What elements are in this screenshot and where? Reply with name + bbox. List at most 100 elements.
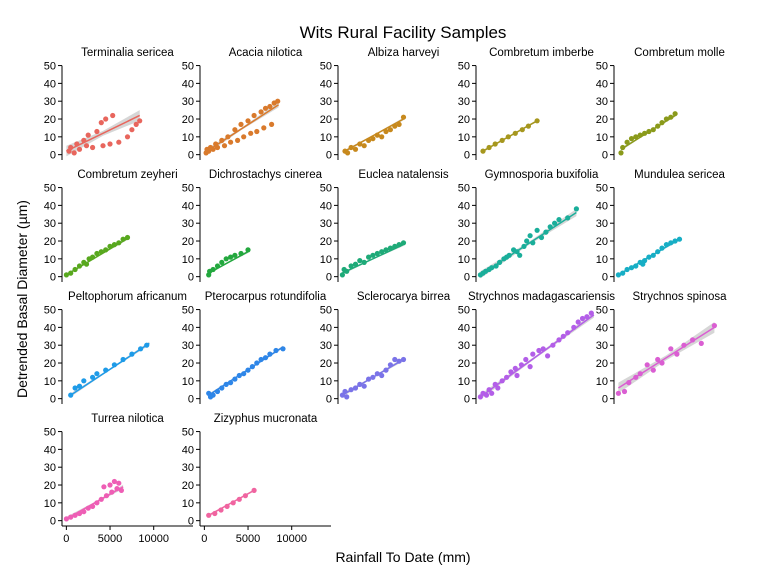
data-point-strychnos-spinosa: [674, 351, 680, 357]
y-tick-label: 0: [50, 272, 56, 284]
x-tick-label: 10000: [276, 533, 307, 545]
data-point-combretum-zeyheri: [98, 249, 104, 255]
data-point-euclea-natalensis: [383, 247, 389, 253]
data-point-combretum-molle: [655, 123, 661, 129]
y-tick-label: 30: [596, 218, 608, 230]
data-point-gymnosporia-buxifolia: [506, 252, 512, 258]
data-point-combretum-molle: [637, 132, 643, 138]
data-point-strychnos-madagascariensis: [512, 365, 518, 371]
y-tick-label: 40: [44, 200, 56, 212]
data-point-pterocarpus-rotundifolia: [245, 367, 251, 373]
data-point-euclea-natalensis: [392, 243, 398, 249]
y-tick-label: 10: [44, 254, 56, 266]
data-point-turrea-nilotica: [63, 516, 69, 522]
data-point-terminalia-sericea: [100, 143, 106, 149]
data-point-mundulea-sericea: [646, 254, 652, 260]
data-point-terminalia-sericea: [124, 134, 131, 140]
trend-line-peltophorum-africanum: [70, 342, 150, 396]
y-tick-label: 20: [182, 114, 194, 126]
data-point-albiza-harveyi: [361, 143, 367, 149]
data-point-combretum-zeyheri: [76, 263, 83, 269]
data-point-turrea-nilotica: [90, 503, 96, 509]
data-point-combretum-molle: [642, 130, 648, 136]
y-tick-label: 40: [320, 200, 332, 212]
y-tick-label: 0: [464, 150, 470, 162]
data-point-sclerocarya-birrea: [374, 371, 380, 377]
y-tick-label: 40: [320, 322, 332, 334]
y-tick-label: 30: [182, 462, 194, 474]
y-tick-label: 50: [320, 183, 332, 195]
data-point-albiza-harveyi: [374, 132, 380, 138]
data-point-peltophorum-africanum: [144, 342, 150, 348]
data-point-gymnosporia-buxifolia: [534, 227, 540, 233]
data-point-mundulea-sericea: [663, 242, 670, 248]
data-point-terminalia-sericea: [85, 132, 91, 138]
data-point-dichrostachys-cinerea: [228, 254, 234, 260]
data-point-pterocarpus-rotundifolia: [232, 376, 238, 382]
data-point-turrea-nilotica: [81, 509, 87, 515]
data-point-zizyphus-mucronata: [236, 496, 242, 502]
data-point-acacia-nilotica: [225, 134, 231, 140]
y-tick-label: 10: [44, 132, 56, 144]
data-point-pterocarpus-rotundifolia: [210, 392, 216, 398]
data-point-pterocarpus-rotundifolia: [267, 351, 273, 357]
panel-mundulea-sericea: Mundulea sericea 0 10 20 30 40 50: [596, 169, 726, 284]
y-tick-label: 30: [44, 218, 56, 230]
y-tick-label: 0: [50, 394, 56, 406]
data-point-turrea-nilotica: [101, 484, 107, 490]
data-point-sclerocarya-birrea: [370, 374, 376, 380]
data-point-zizyphus-mucronata: [206, 512, 212, 518]
data-point-turrea-nilotica: [118, 487, 124, 493]
y-tick-label: 40: [182, 78, 194, 90]
y-tick-label: 0: [188, 150, 194, 162]
data-point-dichrostachys-cinerea: [214, 263, 221, 269]
data-point-euclea-natalensis: [339, 272, 345, 278]
y-tick-label: 0: [188, 516, 194, 528]
data-point-albiza-harveyi: [352, 146, 359, 152]
data-point-turrea-nilotica: [98, 496, 104, 502]
panel-peltophorum-africanum: Peltophorum africanum 0 10 20 30 40 50: [44, 291, 187, 406]
data-point-pterocarpus-rotundifolia: [214, 388, 221, 395]
data-point-peltophorum-africanum: [68, 392, 74, 398]
data-point-sclerocarya-birrea: [379, 372, 385, 379]
panel-label-gymnosporia-buxifolia: Gymnosporia buxifolia: [485, 169, 599, 181]
y-tick-label: 50: [596, 183, 608, 195]
data-point-terminalia-sericea: [110, 112, 116, 119]
y-tick-label: 50: [320, 305, 332, 317]
panel-pterocarpus-rotundifolia: Pterocarpus rotundifolia 0 10 20 30 40 50: [182, 291, 327, 406]
data-point-combretum-zeyheri: [120, 236, 126, 242]
data-point-combretum-zeyheri: [107, 243, 113, 249]
data-point-combretum-zeyheri: [83, 261, 90, 267]
panel-albiza-harveyi: Albiza harveyi 0 10 20 30 40 50: [320, 47, 440, 162]
data-point-albiza-harveyi: [370, 136, 376, 142]
data-point-combretum-imberbe: [499, 137, 505, 143]
data-point-combretum-zeyheri: [68, 270, 74, 276]
y-tick-label: 30: [596, 340, 608, 352]
data-point-combretum-molle: [624, 139, 630, 145]
data-point-sclerocarya-birrea: [339, 392, 345, 398]
panel-turrea-nilotica: Turrea nilotica 0 10 20 30 40 50 0 5000 10000: [44, 413, 193, 545]
data-point-peltophorum-africanum: [129, 351, 135, 357]
y-tick-label: 10: [320, 132, 332, 144]
panel-label-combretum-molle: Combretum molle: [634, 47, 725, 59]
data-point-gymnosporia-buxifolia: [497, 259, 503, 265]
data-point-strychnos-madagascariensis: [536, 347, 542, 354]
data-point-gymnosporia-buxifolia: [514, 249, 520, 255]
y-tick-label: 20: [182, 358, 194, 370]
y-axis-title: Detrended Basal Diameter (µm): [14, 200, 30, 398]
data-point-combretum-molle: [663, 116, 670, 122]
data-point-combretum-molle: [668, 114, 674, 120]
data-point-strychnos-spinosa: [655, 356, 661, 363]
data-point-combretum-zeyheri: [72, 266, 78, 273]
data-point-strychnos-madagascariensis: [508, 369, 514, 375]
y-tick-label: 50: [182, 61, 194, 73]
data-point-strychnos-spinosa: [690, 337, 696, 343]
data-point-dichrostachys-cinerea: [238, 250, 244, 257]
y-tick-label: 20: [458, 358, 470, 370]
data-point-turrea-nilotica: [111, 478, 117, 485]
y-tick-label: 50: [44, 183, 56, 195]
data-point-combretum-imberbe: [480, 148, 486, 154]
data-point-pterocarpus-rotundifolia: [249, 364, 255, 370]
data-point-turrea-nilotica: [109, 489, 115, 495]
data-point-peltophorum-africanum: [120, 356, 126, 363]
